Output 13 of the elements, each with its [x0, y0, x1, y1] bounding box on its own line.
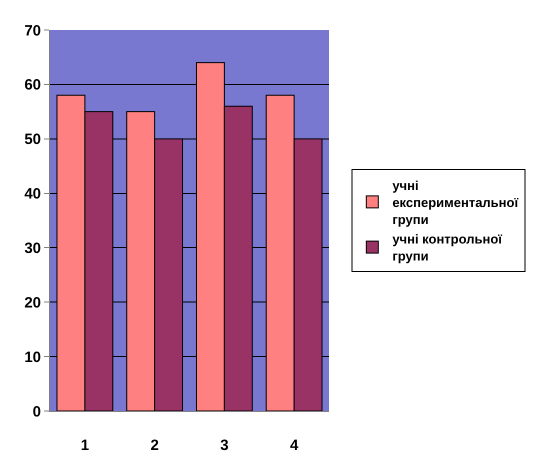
- y-tick-label: 30: [24, 240, 41, 257]
- x-tick-label: 3: [220, 437, 229, 454]
- x-tick-label: 2: [150, 437, 159, 454]
- y-tick-label: 0: [32, 403, 41, 420]
- y-tick-label: 10: [24, 348, 41, 366]
- y-tick-label: 50: [24, 131, 41, 148]
- legend-label: учні контрольної групи: [392, 232, 502, 264]
- x-tick-label: 1: [80, 437, 90, 454]
- y-tick-label: 70: [24, 22, 41, 40]
- y-tick-label: 60: [24, 76, 41, 94]
- y-tick-label: 40: [24, 186, 41, 203]
- y-tick-label: 20: [24, 294, 41, 312]
- x-tick-label: 4: [290, 437, 299, 454]
